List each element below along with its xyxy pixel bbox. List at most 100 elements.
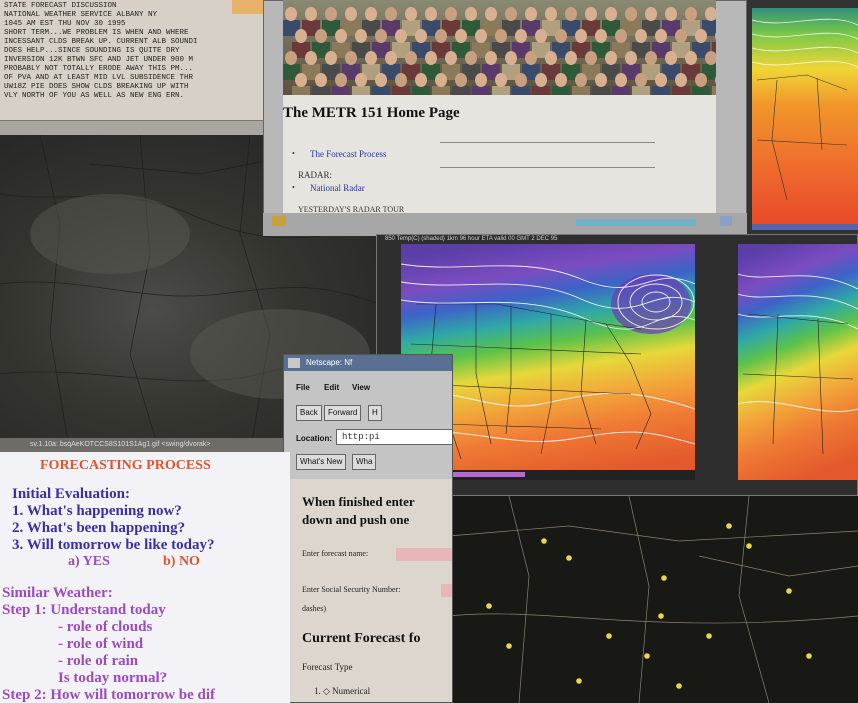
link-forecast-process[interactable]: The Forecast Process — [310, 149, 387, 159]
ssn-input[interactable] — [441, 584, 452, 597]
person-body — [652, 86, 670, 95]
person-head — [325, 51, 337, 65]
role-of-clouds: - role of clouds — [58, 619, 153, 635]
person-head — [615, 29, 627, 43]
menu-file[interactable]: File — [296, 383, 310, 392]
person-body — [652, 42, 670, 58]
person-head — [605, 51, 617, 65]
person-body — [412, 42, 430, 58]
forward-button[interactable]: Forward — [324, 405, 362, 421]
person-body — [602, 20, 620, 36]
person-body — [342, 20, 360, 36]
person-head — [675, 73, 687, 87]
question-2: 2. What's been happening? — [12, 520, 186, 536]
link-national-radar[interactable]: National Radar — [310, 183, 365, 193]
menu-edit[interactable]: Edit — [324, 383, 340, 392]
person-body — [712, 86, 716, 95]
person-head — [475, 73, 487, 87]
station-plot-map — [449, 496, 858, 703]
person-head — [315, 29, 327, 43]
person-head — [685, 51, 697, 65]
role-of-wind: - role of wind — [58, 636, 144, 652]
person-body — [582, 64, 600, 80]
person-head — [545, 51, 557, 65]
station-dot — [486, 603, 492, 609]
person-body — [372, 42, 390, 58]
netscape-title-bar[interactable]: Netscape: Nf — [284, 355, 452, 371]
person-head — [485, 7, 497, 21]
person-body — [342, 64, 360, 80]
person-head — [445, 51, 457, 65]
person-head — [285, 7, 297, 21]
person-body — [612, 86, 630, 95]
person-body — [402, 64, 420, 80]
person-head — [685, 7, 697, 21]
person-body — [632, 42, 650, 58]
person-body — [542, 20, 560, 36]
person-head — [515, 29, 527, 43]
person-body — [472, 42, 490, 58]
divider — [440, 142, 655, 143]
person-body — [352, 42, 370, 58]
person-head — [435, 73, 447, 87]
window-menu-icon[interactable] — [288, 358, 300, 368]
person-body — [472, 86, 490, 95]
person-body — [512, 86, 530, 95]
person-body — [642, 20, 660, 36]
person-head — [455, 29, 467, 43]
person-body — [622, 20, 640, 36]
station-dot — [661, 575, 667, 581]
person-head — [405, 51, 417, 65]
person-body — [332, 42, 350, 58]
person-body — [312, 42, 330, 58]
role-of-rain: - role of rain — [58, 653, 139, 669]
person-head — [425, 7, 437, 21]
person-body — [432, 42, 450, 58]
person-head — [555, 73, 567, 87]
person-body — [322, 64, 340, 80]
person-body — [662, 20, 680, 36]
person-head — [295, 29, 307, 43]
person-head — [705, 51, 716, 65]
forecast-name-label: Enter forecast name: — [302, 549, 369, 558]
person-head — [355, 29, 367, 43]
person-head — [695, 29, 707, 43]
numerical-radio-option[interactable]: 1. ◇ Numerical — [314, 686, 371, 696]
station-plot-graphic — [449, 496, 858, 703]
mail-icon[interactable] — [720, 216, 732, 226]
whats-new-button[interactable]: What's New — [296, 454, 347, 470]
person-body — [552, 86, 570, 95]
bullet: • — [292, 149, 295, 158]
person-body — [372, 86, 390, 95]
forecast-name-input[interactable] — [396, 548, 452, 561]
person-head — [395, 29, 407, 43]
netscape-window: Netscape: Nf File Edit View Back Forward… — [283, 354, 453, 703]
person-head — [505, 7, 517, 21]
person-head — [325, 7, 337, 21]
person-body — [532, 42, 550, 58]
person-body — [422, 20, 440, 36]
person-body — [502, 20, 520, 36]
question-1: 1. What's happening now? — [12, 503, 182, 519]
forecast-discussion-window: STATE FORECAST DISCUSSION NATIONAL WEATH… — [0, 0, 270, 130]
discussion-window-tab[interactable] — [232, 0, 272, 14]
person-body — [582, 20, 600, 36]
location-input[interactable]: http:pi — [336, 429, 452, 445]
person-head — [535, 73, 547, 87]
person-head — [665, 7, 677, 21]
person-head — [605, 7, 617, 21]
person-head — [445, 7, 457, 21]
person-head — [385, 7, 397, 21]
home-button[interactable]: H — [368, 405, 382, 421]
person-head — [525, 51, 537, 65]
person-body — [562, 64, 580, 80]
process-title: FORECASTING PROCESS — [40, 458, 211, 473]
person-head — [305, 51, 317, 65]
location-label: Location: — [296, 434, 332, 443]
menu-view[interactable]: View — [352, 383, 371, 392]
whats-cool-button[interactable]: Wha — [352, 454, 377, 470]
person-body — [622, 64, 640, 80]
back-button[interactable]: Back — [296, 405, 322, 421]
instruction-line-2: down and push one — [302, 512, 410, 527]
person-head — [535, 29, 547, 43]
